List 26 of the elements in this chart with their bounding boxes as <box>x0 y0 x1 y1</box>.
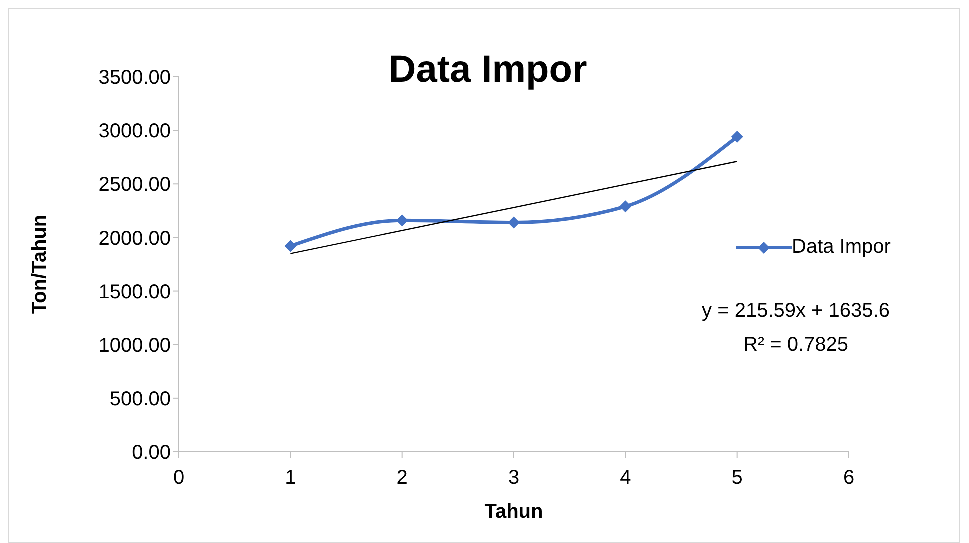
y-tick-label: 3500.00 <box>98 67 171 90</box>
x-tick-label: 1 <box>285 467 296 490</box>
chart-title: Data Impor <box>388 49 588 91</box>
y-tick-label: 1000.00 <box>98 334 171 357</box>
x-tick-label: 2 <box>396 467 408 490</box>
x-tick-label: 3 <box>508 467 520 490</box>
x-tick-label: 0 <box>173 467 185 490</box>
x-axis-title: Tahun <box>484 501 544 523</box>
y-tick-label: 2500.00 <box>98 174 171 196</box>
x-tick-label: 5 <box>732 467 743 490</box>
y-tick-label: 1500.00 <box>98 281 171 304</box>
y-axis-title: Ton/Tahun <box>29 214 52 314</box>
annotation: y = 215.59x + 1635.6 <box>701 299 891 324</box>
x-tick-label: 4 <box>620 467 632 490</box>
point <box>620 200 632 213</box>
point <box>508 216 520 229</box>
y-tick-label: 3000.00 <box>98 120 171 143</box>
point <box>396 214 408 227</box>
annotation: R² = 0.7825 <box>742 333 850 358</box>
y-tick-label: 2000.00 <box>98 228 171 250</box>
point <box>731 131 744 143</box>
point <box>284 240 297 252</box>
y-tick-label: 0.00 <box>132 442 171 464</box>
x-tick-label: 6 <box>843 467 855 490</box>
legend-label: Data Impor <box>792 236 891 259</box>
y-tick-label: 500.00 <box>110 388 171 411</box>
